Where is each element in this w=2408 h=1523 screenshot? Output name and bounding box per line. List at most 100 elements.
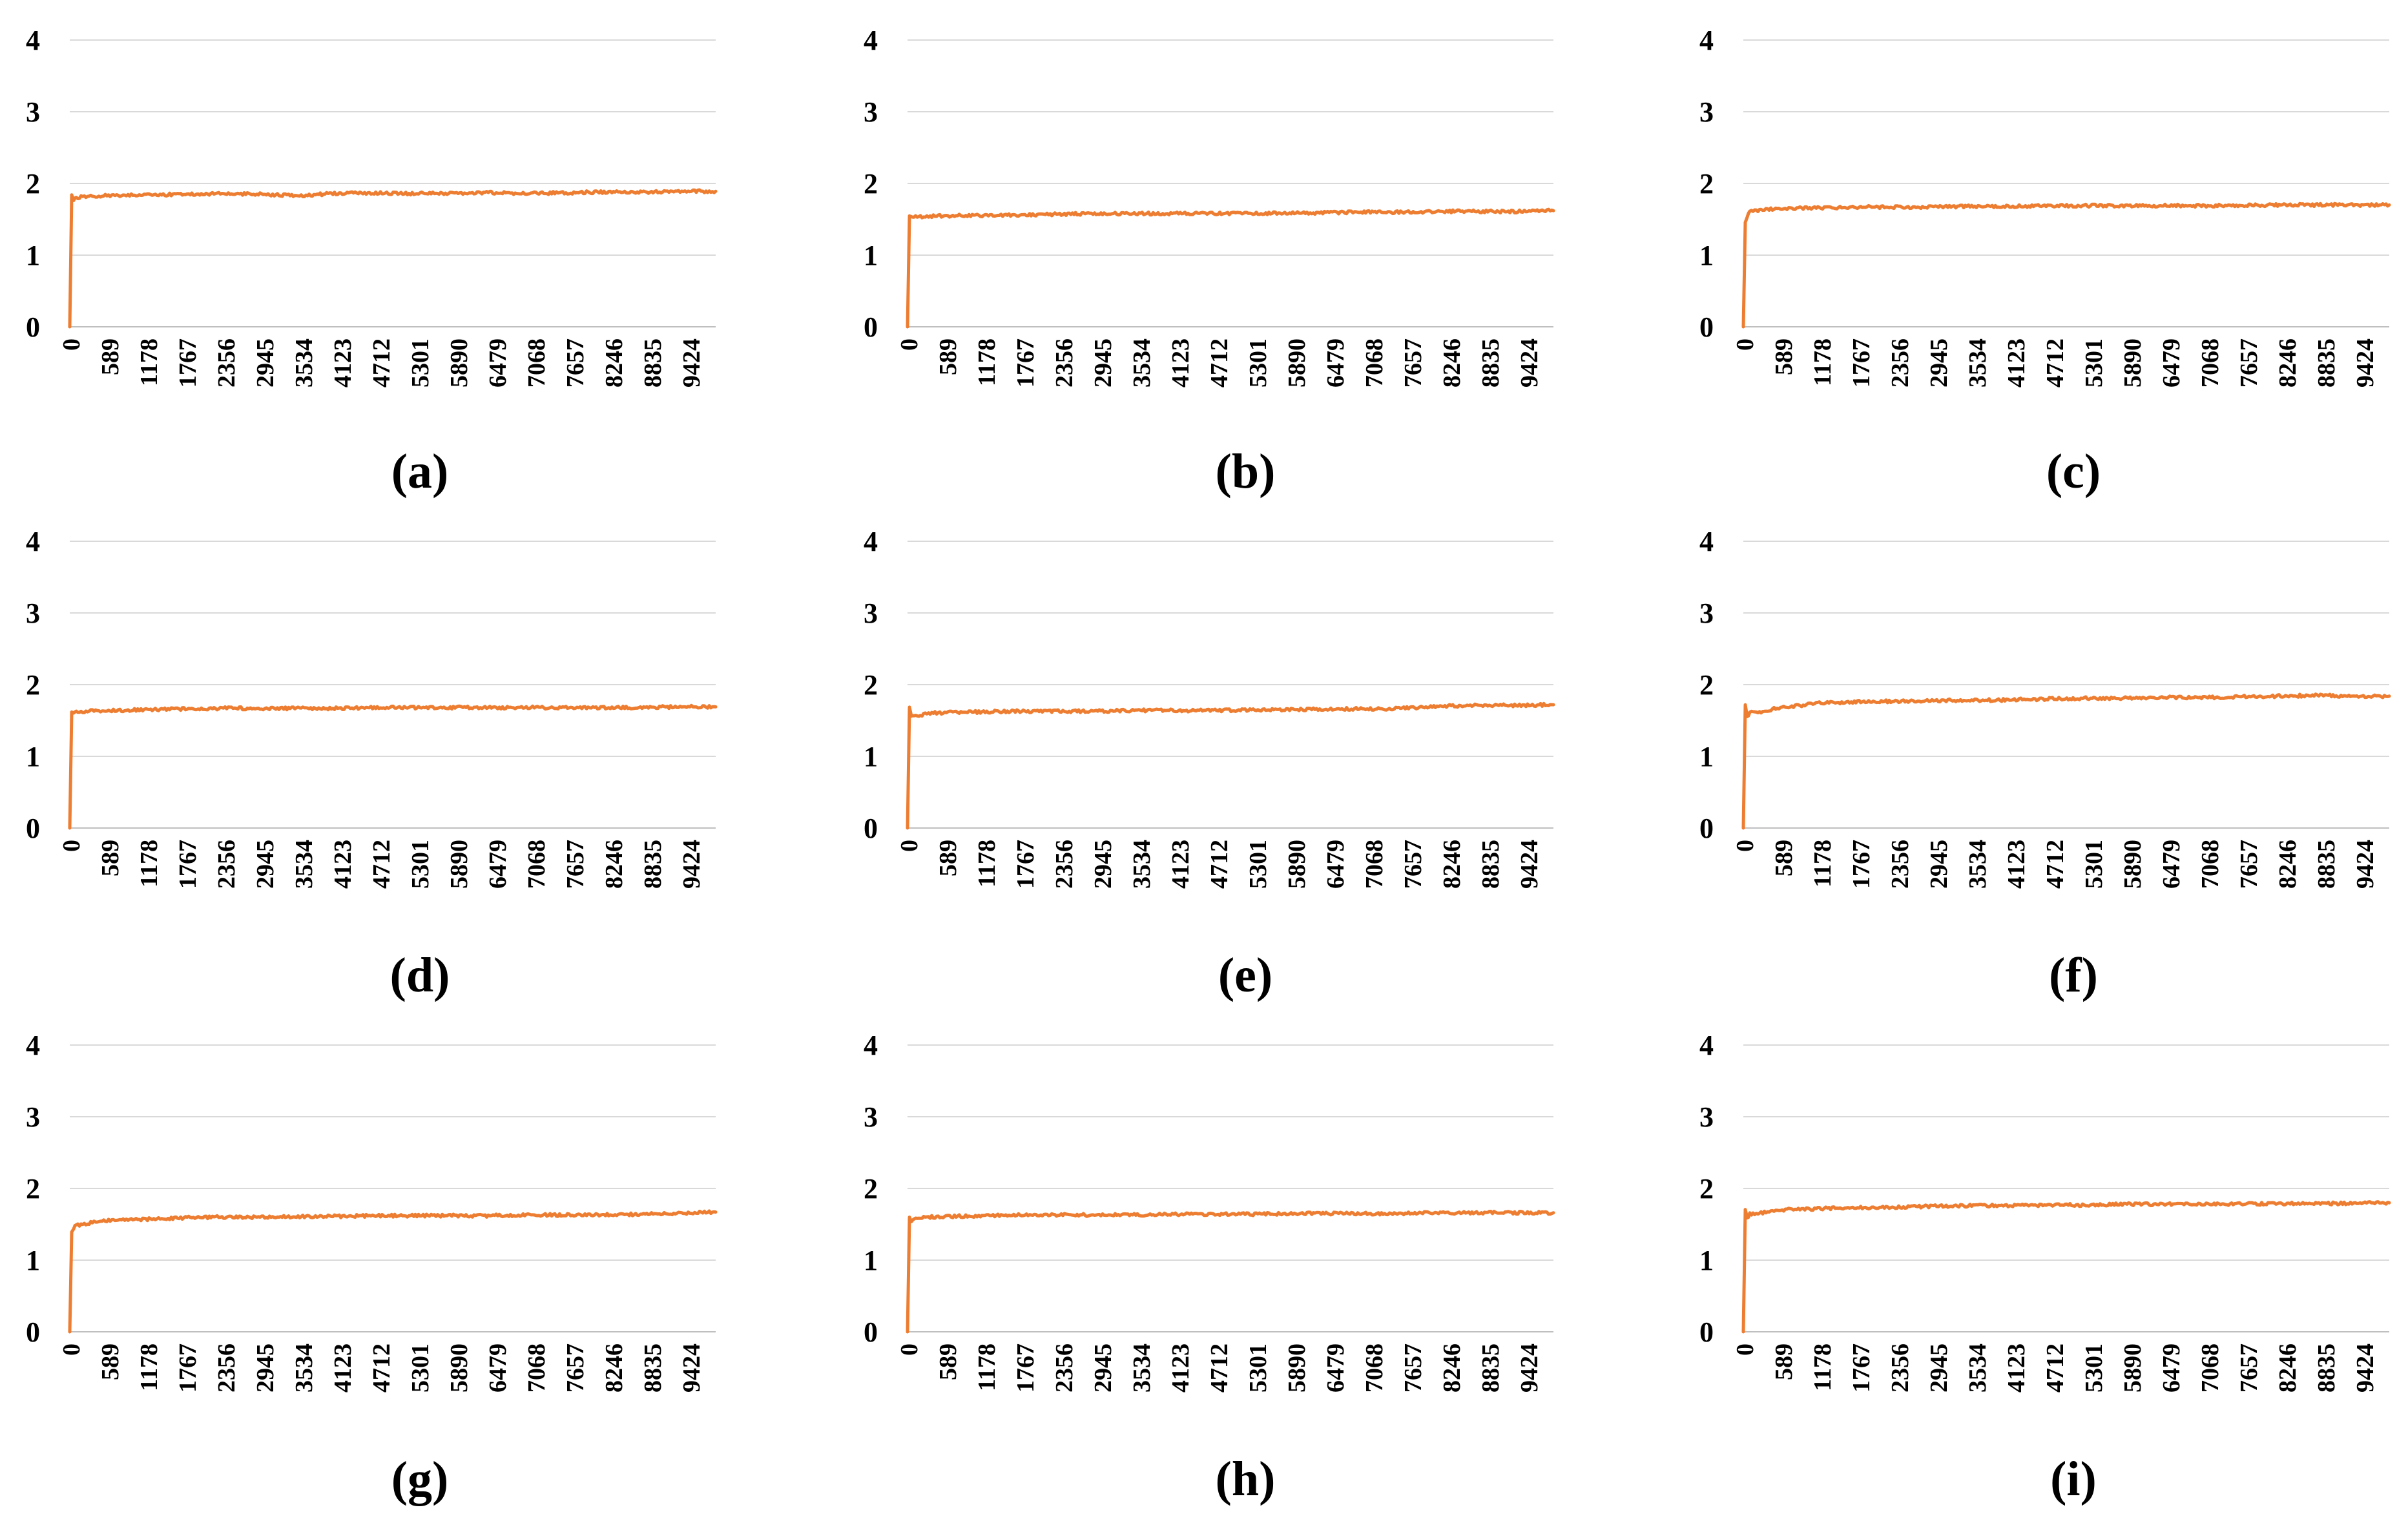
chart-panel-c: 0 1 2 3 4 0 589 1178 1767 2356 2945 3534 4123 4712 530… [1699, 25, 2391, 499]
y-tick-label: 1 [26, 1245, 40, 1276]
y-tick-label: 2 [1699, 168, 1714, 200]
y-tick-label: 2 [26, 669, 40, 701]
x-tick-label: 5301 [2081, 840, 2108, 889]
x-tick-label: 4712 [368, 840, 395, 889]
x-tick-label: 589 [97, 338, 124, 375]
x-tick-label: 5301 [407, 338, 434, 388]
x-tick-label: 4712 [1206, 1343, 1233, 1393]
x-tick-label: 589 [935, 338, 962, 375]
x-tick-label: 589 [97, 840, 124, 876]
y-tick-label: 1 [864, 240, 878, 271]
x-tick-label: 5301 [407, 840, 434, 889]
x-tick-label: 4712 [1206, 338, 1233, 388]
x-tick-label: 4712 [2042, 338, 2069, 388]
x-tick-label: 4712 [1206, 840, 1233, 889]
x-tick-label: 2945 [1925, 1343, 1953, 1393]
y-tick-label: 2 [1699, 669, 1714, 701]
x-tick-label: 6479 [484, 1343, 512, 1393]
x-tick-label: 4123 [1167, 840, 1194, 889]
x-tick-label: 1767 [1012, 1343, 1039, 1393]
y-tick-label: 1 [1699, 240, 1714, 271]
y-tick-label: 4 [26, 1030, 40, 1061]
panel-caption: (d) [390, 948, 450, 1002]
y-tick-label: 3 [864, 1101, 878, 1133]
x-tick-label: 4712 [368, 1343, 395, 1393]
series-line [1741, 1200, 2391, 1334]
x-tick-label: 9424 [678, 338, 705, 388]
x-tick-label: 5890 [446, 1343, 473, 1393]
x-tick-label: 8246 [601, 1343, 628, 1393]
x-tick-label: 7068 [2197, 338, 2224, 388]
x-tick-label: 9424 [2352, 840, 2379, 889]
x-tick-label: 589 [1770, 840, 1798, 876]
series-line [906, 207, 1555, 329]
x-tick-label: 7657 [562, 338, 589, 388]
y-tick-label: 2 [26, 1173, 40, 1205]
x-tick-label: 3534 [1964, 1343, 1991, 1393]
y-tick-label: 0 [864, 1316, 878, 1348]
x-tick-label: 1767 [1848, 840, 1875, 889]
x-tick-label: 3534 [1128, 1343, 1156, 1393]
x-tick-label: 5301 [1245, 338, 1272, 388]
x-tick-label: 6479 [484, 840, 512, 889]
panel-caption: (g) [391, 1452, 449, 1506]
x-tick-label: 8835 [2313, 1343, 2340, 1393]
x-tick-label: 8246 [1438, 1343, 1466, 1393]
x-tick-label: 6479 [2158, 840, 2185, 889]
x-tick-label: 7068 [523, 840, 550, 889]
y-tick-label: 1 [1699, 1245, 1714, 1276]
x-tick-label: 8835 [2313, 840, 2340, 889]
x-tick-label: 589 [1770, 338, 1798, 375]
x-tick-label: 1767 [174, 840, 202, 889]
x-tick-label: 0 [58, 338, 85, 351]
x-tick-label: 8246 [2274, 840, 2301, 889]
y-tick-label: 4 [864, 526, 878, 557]
x-tick-label: 4712 [2042, 1343, 2069, 1393]
panel-caption: (h) [1216, 1452, 1276, 1506]
x-tick-label: 2945 [252, 840, 279, 889]
x-tick-label: 5890 [1283, 840, 1311, 889]
x-tick-label: 9424 [678, 1343, 705, 1393]
x-tick-label: 0 [1732, 1343, 1759, 1356]
chart-panel-d: 0 1 2 3 4 0 589 1178 1767 2356 2945 3534 4123 4712 530… [26, 526, 718, 1002]
x-tick-label: 5890 [1283, 338, 1311, 388]
y-tick-label: 0 [26, 813, 40, 844]
x-tick-label: 8835 [1477, 1343, 1504, 1393]
y-tick-label: 3 [864, 96, 878, 128]
y-tick-label: 3 [1699, 96, 1714, 128]
y-tick-label: 1 [26, 741, 40, 772]
y-tick-label: 0 [864, 311, 878, 343]
x-tick-label: 1178 [136, 1343, 163, 1391]
chart-panel-e: 0 1 2 3 4 0 589 1178 1767 2356 2945 3534 4123 4712 530… [864, 526, 1555, 1002]
x-tick-label: 7068 [1361, 840, 1388, 889]
x-tick-label: 1767 [1012, 840, 1039, 889]
x-tick-label: 589 [97, 1343, 124, 1380]
y-tick-label: 4 [1699, 526, 1714, 557]
y-tick-label: 2 [1699, 1173, 1714, 1205]
x-tick-label: 2356 [213, 1343, 240, 1393]
x-tick-label: 3534 [1128, 840, 1156, 889]
y-tick-label: 2 [864, 168, 878, 200]
x-tick-label: 4123 [2003, 338, 2030, 388]
x-tick-label: 1767 [1848, 338, 1875, 388]
x-tick-label: 7068 [523, 338, 550, 388]
y-tick-label: 0 [1699, 813, 1714, 844]
y-tick-label: 0 [1699, 311, 1714, 343]
panel-caption: (c) [2046, 444, 2101, 499]
y-tick-label: 2 [864, 669, 878, 701]
y-tick-label: 3 [26, 597, 40, 629]
x-tick-label: 5890 [446, 840, 473, 889]
y-tick-label: 1 [864, 1245, 878, 1276]
x-tick-label: 8246 [2274, 338, 2301, 388]
x-tick-label: 7657 [2236, 840, 2263, 889]
x-tick-label: 4123 [329, 338, 357, 388]
y-tick-label: 4 [26, 25, 40, 56]
x-tick-label: 4712 [368, 338, 395, 388]
y-tick-label: 0 [1699, 1316, 1714, 1348]
panel-caption: (f) [2049, 948, 2098, 1002]
x-tick-label: 8246 [601, 840, 628, 889]
x-tick-label: 5890 [2119, 338, 2146, 388]
x-tick-label: 3534 [1964, 338, 1991, 388]
y-tick-label: 4 [864, 25, 878, 56]
